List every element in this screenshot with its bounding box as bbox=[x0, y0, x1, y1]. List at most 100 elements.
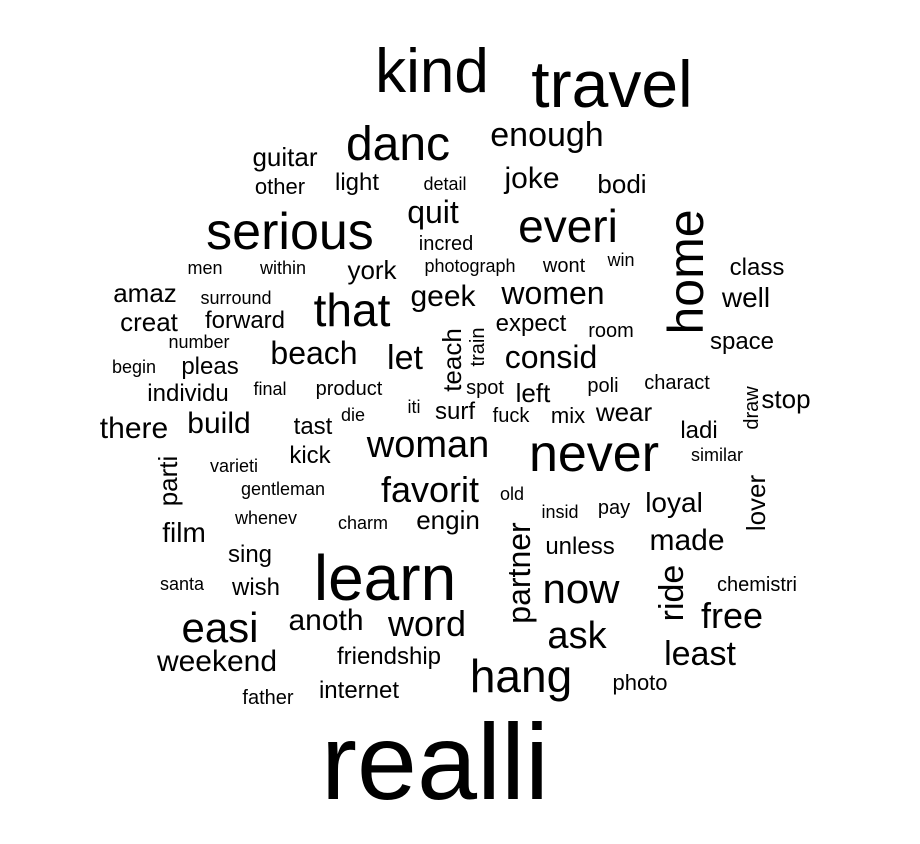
word-film: film bbox=[162, 517, 206, 548]
word-forward: forward bbox=[204, 307, 286, 334]
word-let: let bbox=[387, 339, 423, 377]
word-pleas: pleas bbox=[181, 353, 239, 380]
word-woman: woman bbox=[366, 424, 490, 466]
word-bodi: bodi bbox=[597, 169, 647, 199]
word-engin: engin bbox=[416, 505, 480, 535]
word-mix: mix bbox=[550, 403, 586, 428]
word-win: win bbox=[607, 250, 635, 270]
word-build: build bbox=[187, 407, 251, 440]
word-unless: unless bbox=[545, 533, 615, 560]
word-draw: draw bbox=[741, 386, 763, 430]
word-geek: geek bbox=[410, 280, 476, 313]
word-iti: iti bbox=[407, 397, 421, 417]
word-poli: poli bbox=[587, 375, 619, 397]
word-hang: hang bbox=[469, 650, 573, 702]
word-die: die bbox=[340, 405, 366, 425]
word-light: light bbox=[334, 169, 380, 196]
word-stop: stop bbox=[761, 384, 811, 414]
word-father: father bbox=[242, 687, 294, 709]
word-least: least bbox=[664, 635, 736, 673]
word-old: old bbox=[499, 484, 525, 504]
word-beach: beach bbox=[270, 335, 358, 371]
word-serious: serious bbox=[206, 203, 374, 261]
word-charm: charm bbox=[337, 513, 389, 533]
word-ladi: ladi bbox=[680, 417, 718, 444]
word-there: there bbox=[99, 412, 169, 445]
word-photograph: photograph bbox=[424, 256, 516, 276]
word-well: well bbox=[721, 282, 771, 313]
word-wear: wear bbox=[595, 397, 653, 427]
word-friendship: friendship bbox=[336, 643, 442, 670]
word-ride: ride bbox=[653, 564, 691, 622]
word-santa: santa bbox=[159, 574, 205, 594]
word-train: train bbox=[467, 327, 489, 367]
word-kind: kind bbox=[375, 37, 489, 106]
word-whenev: whenev bbox=[234, 508, 298, 528]
word-sing: sing bbox=[227, 541, 273, 568]
word-joke: joke bbox=[504, 162, 560, 195]
word-parti: parti bbox=[153, 455, 183, 507]
word-class: class bbox=[729, 254, 785, 281]
word-within: within bbox=[259, 258, 307, 278]
word-left: left bbox=[515, 378, 551, 408]
word-begin: begin bbox=[111, 357, 157, 377]
word-surround: surround bbox=[200, 288, 272, 308]
word-guitar: guitar bbox=[252, 142, 318, 172]
word-everi: everi bbox=[518, 200, 618, 252]
word-york: york bbox=[347, 255, 397, 285]
word-incred: incred bbox=[418, 233, 474, 255]
word-learn: learn bbox=[313, 542, 457, 614]
word-similar: similar bbox=[691, 445, 743, 465]
word-made: made bbox=[649, 524, 725, 557]
word-number: number bbox=[168, 332, 230, 352]
word-creat: creat bbox=[120, 307, 178, 337]
word-women: women bbox=[501, 275, 605, 311]
word-men: men bbox=[187, 258, 223, 278]
word-lover: lover bbox=[741, 474, 771, 532]
word-teach: teach bbox=[437, 328, 467, 392]
word-loyal: loyal bbox=[645, 487, 703, 518]
word-gentleman: gentleman bbox=[240, 479, 326, 499]
word-easi: easi bbox=[181, 604, 259, 651]
word-detail: detail bbox=[423, 174, 467, 194]
word-expect: expect bbox=[495, 310, 567, 337]
word-individu: individu bbox=[147, 380, 229, 407]
word-wont: wont bbox=[542, 255, 586, 277]
word-wish: wish bbox=[231, 574, 281, 601]
word-travel: travel bbox=[531, 47, 693, 121]
word-surf: surf bbox=[434, 398, 476, 425]
word-never: never bbox=[528, 425, 660, 483]
word-room: room bbox=[588, 320, 634, 342]
word-final: final bbox=[253, 379, 287, 399]
word-ask: ask bbox=[547, 615, 607, 657]
word-insid: insid bbox=[541, 502, 579, 522]
word-realli: realli bbox=[320, 701, 550, 822]
word-favorit: favorit bbox=[380, 469, 480, 510]
word-enough: enough bbox=[490, 116, 604, 154]
word-photo: photo bbox=[612, 670, 668, 695]
word-fuck: fuck bbox=[492, 405, 530, 427]
word-weekend: weekend bbox=[156, 645, 278, 678]
word-kick: kick bbox=[289, 442, 331, 469]
word-partner: partner bbox=[501, 522, 537, 624]
word-varieti: varieti bbox=[209, 456, 259, 476]
word-product: product bbox=[315, 378, 383, 400]
word-word: word bbox=[387, 603, 467, 644]
word-pay: pay bbox=[597, 497, 631, 519]
word-amaz: amaz bbox=[113, 278, 177, 308]
word-danc: danc bbox=[345, 118, 451, 171]
word-consid: consid bbox=[504, 339, 598, 375]
word-space: space bbox=[709, 328, 775, 355]
word-now: now bbox=[542, 565, 620, 612]
word-spot: spot bbox=[466, 377, 504, 399]
word-anoth: anoth bbox=[288, 604, 364, 637]
word-tast: tast bbox=[293, 413, 333, 440]
word-internet: internet bbox=[318, 677, 400, 704]
word-chemistri: chemistri bbox=[716, 574, 798, 596]
word-free: free bbox=[700, 595, 764, 636]
word-other: other bbox=[254, 174, 306, 199]
word-charact: charact bbox=[644, 372, 710, 394]
word-that: that bbox=[313, 284, 391, 336]
word-quit: quit bbox=[407, 194, 459, 230]
